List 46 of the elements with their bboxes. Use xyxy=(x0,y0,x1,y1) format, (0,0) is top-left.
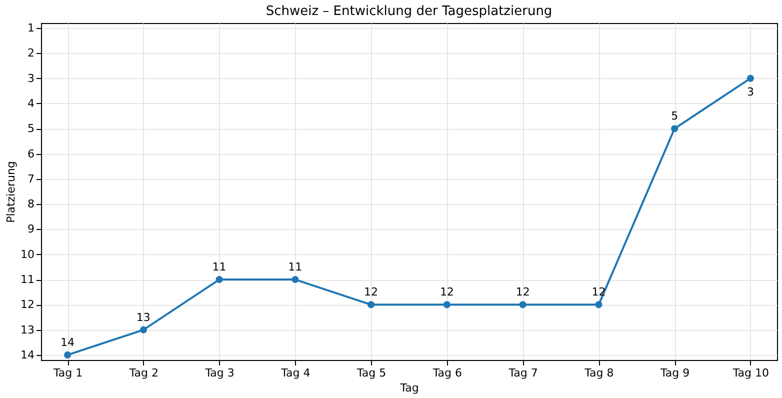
point xyxy=(140,326,147,334)
y-tick-label: 4 xyxy=(28,96,34,110)
point xyxy=(671,125,678,132)
x-tick-label: Tag 9 xyxy=(660,366,690,380)
data-label: 12 xyxy=(440,286,454,299)
y-tick-label: 6 xyxy=(28,147,34,160)
x-tick-label: Tag 1 xyxy=(52,366,83,380)
point xyxy=(216,276,223,284)
y-tick-label: 13 xyxy=(20,323,34,336)
chart-title: Schweiz – Entwicklung der Tagesplatzierung xyxy=(266,4,552,20)
x-tick-label: Tag 7 xyxy=(508,366,538,380)
y-tick-label: 10 xyxy=(20,248,34,261)
y-tick-label: 1 xyxy=(28,22,34,35)
x-tick-label: Tag 4 xyxy=(280,366,310,380)
point xyxy=(368,301,375,308)
data-label: 13 xyxy=(136,310,150,324)
point xyxy=(443,301,450,308)
x-axis-title: Tag xyxy=(399,382,419,394)
point xyxy=(292,276,299,284)
y-tick-label: 7 xyxy=(28,172,34,186)
x-tick-label: Tag 8 xyxy=(584,366,614,380)
data-label: 11 xyxy=(212,260,226,274)
point xyxy=(746,74,754,82)
x-tick-label: Tag 2 xyxy=(128,366,158,380)
y-axis-title: Platzierung xyxy=(4,161,18,223)
y-tick-label: 11 xyxy=(20,273,34,286)
y-tick-label: 3 xyxy=(28,72,34,85)
y-tick-label: 9 xyxy=(28,222,34,236)
y-tick-label: 8 xyxy=(28,198,34,211)
data-label: 3 xyxy=(746,85,754,98)
y-tick-label: 12 xyxy=(20,298,34,312)
y-tick-label: 5 xyxy=(28,122,34,136)
data-label: 14 xyxy=(60,336,75,349)
data-label: 5 xyxy=(671,110,678,123)
data-label: 11 xyxy=(288,260,302,274)
x-tick-label: Tag 3 xyxy=(204,366,234,380)
y-tick-label: 14 xyxy=(20,348,34,362)
data-label: 12 xyxy=(516,286,530,299)
x-tick-label: Tag 5 xyxy=(356,366,386,380)
data-label: 12 xyxy=(364,286,378,299)
point xyxy=(64,351,72,358)
y-tick-label: 2 xyxy=(28,46,34,60)
x-tick-label: Tag 6 xyxy=(432,366,462,380)
point xyxy=(519,301,526,308)
point xyxy=(595,301,602,308)
x-tick-label: Tag 10 xyxy=(732,366,770,380)
